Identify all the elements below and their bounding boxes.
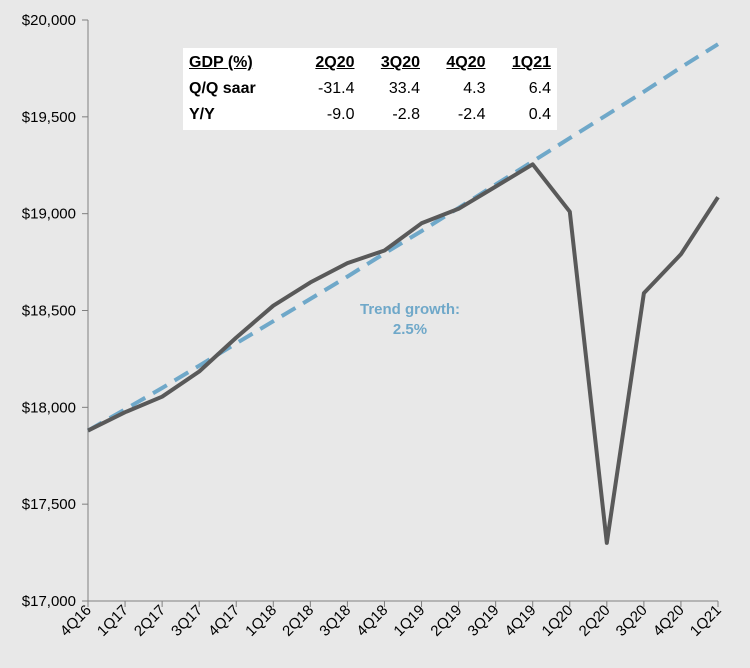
y-tick-label: $17,500 <box>22 496 76 513</box>
x-tick-label: 1Q17 <box>94 602 132 640</box>
table-header-label: GDP (%) <box>189 54 253 71</box>
table-cell: -31.4 <box>318 80 355 97</box>
x-tick-label: 3Q19 <box>465 602 503 640</box>
gdp-summary-table: GDP (%) 2Q20 3Q20 4Q20 1Q21 Q/Q saar -31… <box>183 48 557 130</box>
x-tick-label: 3Q17 <box>168 602 206 640</box>
y-tick-label: $19,000 <box>22 206 76 223</box>
y-tick-label: $19,500 <box>22 109 76 126</box>
x-tick-label: 4Q18 <box>353 602 391 640</box>
table-cell: -2.8 <box>392 106 420 123</box>
y-axis: $17,000 $17,500 $18,000 $18,500 $19,000 $19,5… <box>22 12 89 610</box>
table-row: Y/Y -9.0 -2.8 -2.4 0.4 <box>189 102 551 128</box>
x-tick-label: 1Q19 <box>390 602 428 640</box>
table-header-col: 1Q21 <box>511 54 551 71</box>
table-cell: -2.4 <box>457 106 486 123</box>
x-tick-label: 1Q20 <box>539 602 577 640</box>
x-tick-label: 3Q18 <box>316 602 354 640</box>
x-tick-label: 4Q17 <box>205 602 243 640</box>
x-tick-label: 1Q21 <box>687 602 725 640</box>
series-lines <box>87 42 720 545</box>
x-tick-label: 3Q20 <box>613 602 651 640</box>
trend-growth-line <box>87 42 720 433</box>
x-axis: 4Q16 1Q17 2Q17 3Q17 4Q17 1Q18 2Q18 3Q18 4Q18 1Q19… <box>57 600 725 640</box>
table-header-row: GDP (%) 2Q20 3Q20 4Q20 1Q21 <box>189 50 551 76</box>
gdp-actual-line <box>87 162 720 545</box>
table-cell: 4.3 <box>463 80 486 97</box>
table-header-col: 2Q20 <box>315 54 355 71</box>
x-tick-label: 2Q17 <box>131 602 169 640</box>
x-tick-label: 1Q18 <box>242 602 280 640</box>
x-tick-label: 2Q20 <box>576 602 614 640</box>
trend-annotation-line1: Trend growth: <box>360 301 460 318</box>
y-tick-label: $17,000 <box>22 593 76 610</box>
x-tick-label: 4Q20 <box>650 602 688 640</box>
table-header-col: 4Q20 <box>446 54 486 71</box>
y-tick-label: $20,000 <box>22 12 76 29</box>
table-row: Q/Q saar -31.4 33.4 4.3 6.4 <box>189 76 551 102</box>
table-cell: 33.4 <box>388 80 420 97</box>
x-tick-label: 4Q19 <box>502 602 540 640</box>
trend-annotation-line2: 2.5% <box>393 321 427 338</box>
x-tick-label: 2Q18 <box>279 602 317 640</box>
y-tick-label: $18,000 <box>22 399 76 416</box>
y-tick-label: $18,500 <box>22 303 76 320</box>
row-label: Q/Q saar <box>189 80 256 97</box>
row-label: Y/Y <box>189 106 215 123</box>
x-tick-label: 2Q19 <box>427 602 465 640</box>
table-header-col: 3Q20 <box>380 54 420 71</box>
table-cell: -9.0 <box>326 106 355 123</box>
table-cell: 0.4 <box>528 106 551 123</box>
table-cell: 6.4 <box>528 80 551 97</box>
